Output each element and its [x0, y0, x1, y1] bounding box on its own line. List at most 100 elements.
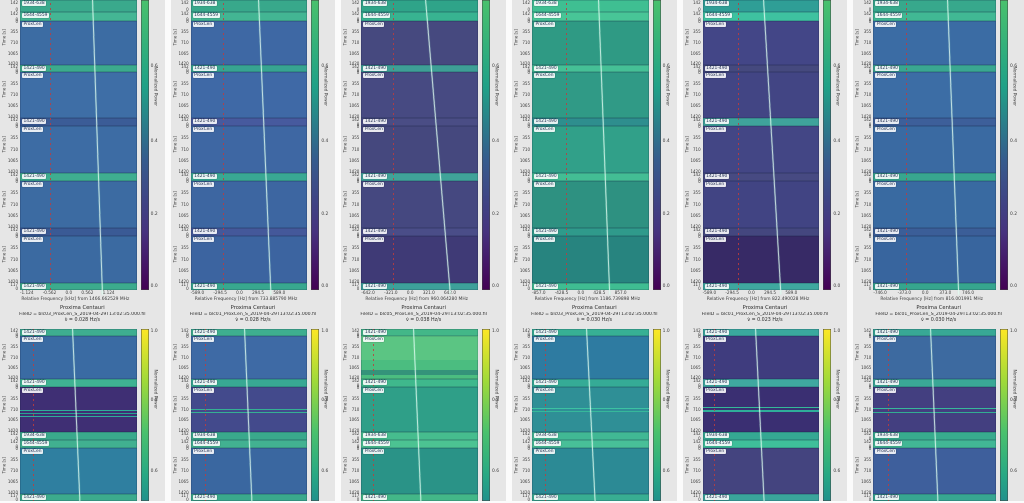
y-tick-label: 0: [186, 121, 189, 127]
source-label: 1421-490: [363, 66, 388, 71]
y-tick-label: 0: [186, 333, 189, 339]
y-tick-label: 0: [698, 285, 701, 291]
y-axis-gutter: Time [s] 0 355 710 1065 1420: [0, 70, 20, 118]
y-tick-label: 1420: [178, 375, 189, 381]
top-waterfall-plot: 142 0 1934-638 142 0 1644-4559 Time [s] 0 355 710…: [171, 0, 336, 303]
source-label: 1934-638: [534, 1, 559, 6]
y-tick-label: 142: [10, 227, 18, 232]
y-tick-label: 0: [868, 233, 872, 239]
y-tick-label: 355: [10, 456, 18, 462]
waterfall-panel: ProxCen: [532, 236, 649, 283]
y-tick-label: 710: [351, 256, 360, 262]
title-line-3: ν̇ = 0.028 Hz/s: [64, 318, 100, 323]
panel-row: 142 0 1934-638: [853, 0, 996, 12]
colorbar-gradient: [1000, 329, 1008, 501]
y-axis-gutter: 142 0: [512, 432, 532, 441]
panel-row: Time [s] 0 355 710 1065 1420 ProxCen: [0, 124, 137, 174]
y-tick-label: 355: [693, 395, 701, 401]
y-tick-label: 355: [351, 245, 360, 251]
y-tick-label: 355: [693, 456, 701, 462]
waterfall-panel: 1421-490: [20, 228, 137, 236]
y-axis-gutter: Time [s] 0 355 710 1065 1420: [341, 19, 361, 65]
source-label: 1421-490: [22, 119, 47, 124]
colorbar-tick-label: 0.4: [662, 139, 670, 145]
panel-row: Time [s] 0 355 710 1065 1420 ProxCen: [683, 19, 820, 66]
y-tick-label: 710: [351, 468, 360, 473]
x-tick-label: 589.0: [273, 290, 286, 295]
y-tick-label: 142: [181, 378, 189, 383]
y-tick-label: 1065: [178, 479, 189, 485]
panel-row: 142 0 1421-490: [0, 64, 137, 72]
y-axis-label: Time [s]: [1, 190, 7, 207]
y-axis-gutter: 142 0: [683, 173, 703, 182]
y-tick-label: 117: [181, 281, 189, 287]
y-tick-label: 355: [10, 395, 18, 401]
x-tick-label: -589.0: [190, 290, 205, 295]
y-tick-label: 0: [527, 123, 530, 129]
source-label: 1421-490: [534, 330, 559, 335]
source-label: 1644-4559: [875, 441, 903, 446]
y-axis-label: Time [s]: [342, 190, 348, 207]
panel-row: Time [s] 0 355 710 1065 1420 ProxCen: [512, 234, 649, 284]
y-axis-gutter: 142 0: [341, 0, 361, 12]
y-tick-label: 710: [693, 201, 701, 207]
y-axis-gutter: 142 0: [512, 0, 532, 12]
y-axis-gutter: Time [s] 0 355 710 1065 1420: [341, 179, 361, 228]
y-tick-label: 710: [863, 256, 872, 262]
y-tick-label: 0: [356, 231, 360, 237]
waterfall-panel: ProxCen: [190, 126, 308, 173]
y-tick-label: 0: [868, 333, 872, 339]
panel-row: 142 0 1421-490: [171, 118, 308, 126]
y-tick-label: 1065: [690, 417, 701, 423]
waterfall-panel: 1934-638: [361, 0, 478, 12]
y-tick-label: 142: [863, 172, 872, 177]
y-tick-label: 355: [522, 344, 530, 350]
colorbar-tick-label: 0.6: [492, 63, 499, 69]
panel-row: 142 0 1421-490: [683, 328, 820, 336]
waterfall-panel: 1421-490: [702, 283, 820, 290]
source-label: 1421-490: [192, 119, 217, 124]
waterfall-panel: 1421-490: [702, 228, 820, 236]
y-axis-label: Time [s]: [513, 343, 519, 360]
panel-row: 117 0 1421-490: [512, 282, 649, 290]
y-tick-label: 0: [356, 67, 360, 73]
y-axis-gutter: 142 0: [0, 440, 20, 449]
y-tick-label: 142: [351, 227, 360, 232]
y-tick-label: 142: [522, 63, 530, 69]
panel-row: 142 0 1934-638: [341, 432, 478, 440]
panel-row: Time [s] 0 355 710 1065 1420 ProxCen: [0, 19, 137, 66]
y-tick-label: 1065: [519, 417, 530, 423]
panel-row: 142 0 1421-490: [171, 228, 308, 236]
x-tick-label: -0.562: [42, 290, 57, 295]
panel-row: 142 0 1421-490: [512, 228, 649, 236]
colorbar-tick-label: 0.6: [1010, 468, 1017, 474]
y-tick-label: 710: [181, 40, 189, 45]
bottom-plot-title: Proxima Centauri FileID = blc01_ProxCen_S…: [171, 303, 336, 329]
plot-main-area: 142 0 1934-638 142 0 1644-4559 Time [s] 0 355 710…: [0, 0, 137, 303]
y-tick-label: 1420: [861, 114, 872, 120]
y-tick-label: 710: [863, 354, 872, 360]
panel-row: 142 0 1934-638: [853, 432, 996, 440]
y-tick-label: 710: [10, 40, 18, 45]
y-axis-gutter: 142 0: [0, 118, 20, 127]
panel-row: 142 0 1421-490: [683, 173, 820, 181]
y-tick-label: 1420: [7, 490, 18, 496]
y-axis-gutter: 142 0: [683, 118, 703, 127]
y-axis-gutter: 142 0: [853, 12, 873, 21]
y-axis-gutter: 142 0: [683, 228, 703, 237]
y-axis-label: Time [s]: [342, 29, 348, 46]
panel-row: Time [s] 0 355 710 1065 1420 ProxCen: [341, 446, 478, 495]
x-tick-label: 373.0: [939, 290, 952, 295]
y-axis-label: Time [s]: [1, 457, 7, 474]
colorbar: 1.0 0.8 0.6 Normalized Power: [652, 329, 677, 501]
y-tick-label: 1420: [519, 61, 530, 67]
y-tick-label: 142: [10, 431, 18, 436]
x-tick-label: 428.5: [593, 290, 606, 295]
colorbar-tick-label: 0.2: [492, 211, 499, 217]
waterfall-panel: 1934-638: [532, 432, 649, 440]
source-label: 1934-638: [192, 1, 217, 6]
y-tick-label: 1065: [178, 103, 189, 109]
y-tick-label: 142: [10, 11, 18, 17]
panel-row: 142 0 1934-638: [512, 432, 649, 440]
y-tick-label: 0: [527, 445, 530, 451]
